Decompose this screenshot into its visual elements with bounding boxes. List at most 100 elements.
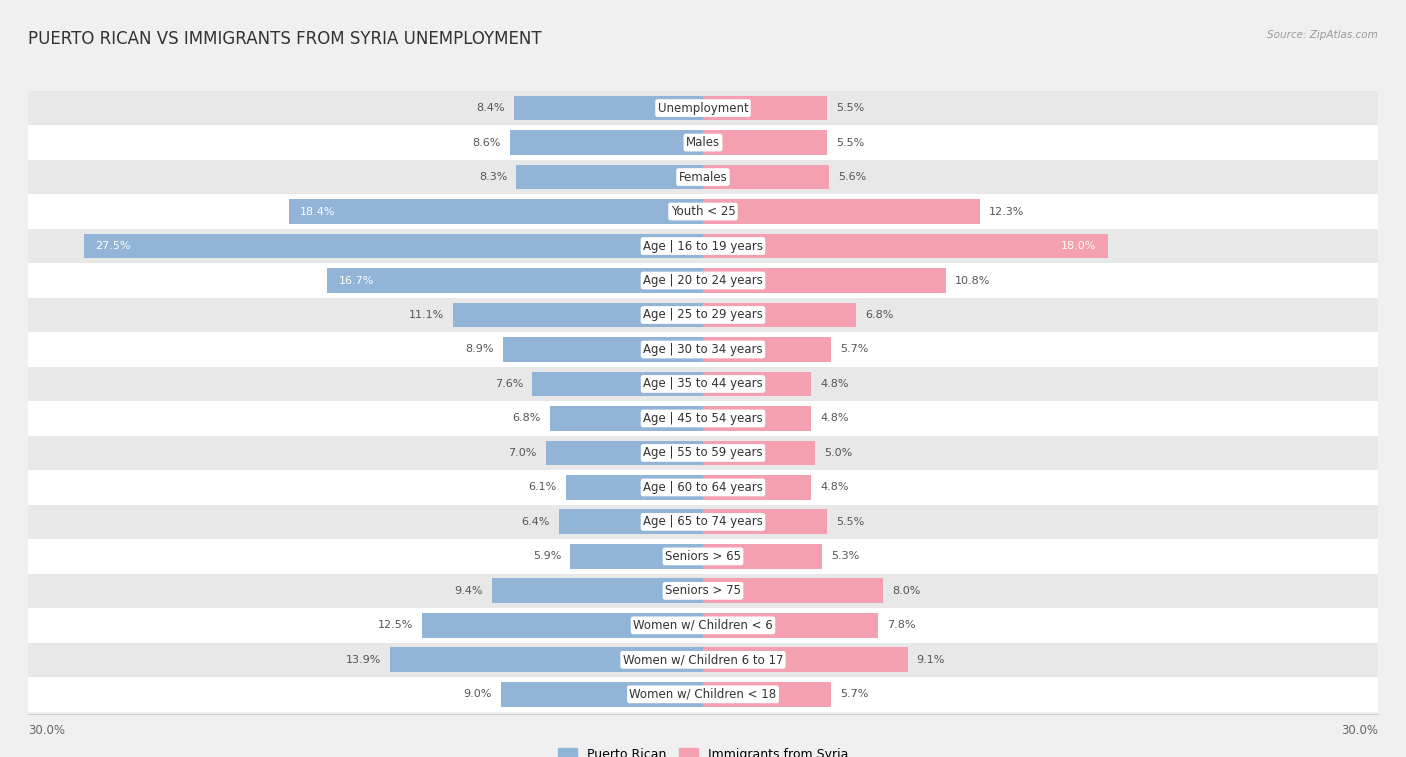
Bar	[28, 298, 1378, 332]
Bar	[28, 332, 1378, 366]
Bar	[28, 126, 1378, 160]
Text: Males: Males	[686, 136, 720, 149]
Text: Age | 35 to 44 years: Age | 35 to 44 years	[643, 378, 763, 391]
Text: 6.1%: 6.1%	[529, 482, 557, 492]
Text: 8.6%: 8.6%	[472, 138, 501, 148]
Text: 12.5%: 12.5%	[377, 621, 413, 631]
Bar	[703, 578, 883, 603]
Bar	[84, 234, 703, 258]
Text: PUERTO RICAN VS IMMIGRANTS FROM SYRIA UNEMPLOYMENT: PUERTO RICAN VS IMMIGRANTS FROM SYRIA UN…	[28, 30, 541, 48]
Text: 5.0%: 5.0%	[824, 448, 852, 458]
Text: Women w/ Children < 6: Women w/ Children < 6	[633, 619, 773, 632]
Text: 12.3%: 12.3%	[988, 207, 1024, 217]
Bar	[28, 366, 1378, 401]
Text: 5.3%: 5.3%	[831, 551, 859, 562]
Text: 8.4%: 8.4%	[477, 103, 505, 113]
Bar	[703, 164, 830, 189]
Bar	[453, 303, 703, 328]
Text: 6.8%: 6.8%	[513, 413, 541, 423]
Bar	[28, 91, 1378, 126]
Bar	[422, 613, 703, 638]
Bar	[503, 337, 703, 362]
Text: Unemployment: Unemployment	[658, 101, 748, 114]
Bar	[703, 234, 1108, 258]
Text: 5.7%: 5.7%	[841, 690, 869, 699]
Bar	[516, 164, 703, 189]
Text: 9.4%: 9.4%	[454, 586, 482, 596]
Text: Age | 30 to 34 years: Age | 30 to 34 years	[643, 343, 763, 356]
Text: 4.8%: 4.8%	[820, 482, 848, 492]
Text: 30.0%: 30.0%	[28, 724, 65, 737]
Text: Age | 25 to 29 years: Age | 25 to 29 years	[643, 309, 763, 322]
Text: 5.5%: 5.5%	[835, 103, 863, 113]
Text: 5.9%: 5.9%	[533, 551, 561, 562]
Text: 8.0%: 8.0%	[891, 586, 921, 596]
Bar	[703, 475, 811, 500]
Bar	[703, 130, 827, 155]
Text: 30.0%: 30.0%	[1341, 724, 1378, 737]
Text: 4.8%: 4.8%	[820, 413, 848, 423]
Bar	[560, 509, 703, 534]
Bar	[703, 682, 831, 707]
Bar	[703, 337, 831, 362]
Bar	[703, 303, 856, 328]
Text: 5.5%: 5.5%	[835, 138, 863, 148]
Text: 8.9%: 8.9%	[465, 344, 494, 354]
Bar	[515, 95, 703, 120]
Bar	[391, 647, 703, 672]
Bar	[28, 643, 1378, 677]
Bar	[546, 441, 703, 466]
Bar	[531, 372, 703, 397]
Text: Source: ZipAtlas.com: Source: ZipAtlas.com	[1267, 30, 1378, 40]
Bar	[28, 539, 1378, 574]
Bar	[28, 263, 1378, 298]
Bar	[28, 608, 1378, 643]
Text: 13.9%: 13.9%	[346, 655, 381, 665]
Text: Age | 60 to 64 years: Age | 60 to 64 years	[643, 481, 763, 494]
Text: Seniors > 65: Seniors > 65	[665, 550, 741, 563]
Bar	[703, 509, 827, 534]
Text: 6.8%: 6.8%	[865, 310, 893, 320]
Text: Seniors > 75: Seniors > 75	[665, 584, 741, 597]
Text: Females: Females	[679, 170, 727, 183]
Text: 6.4%: 6.4%	[522, 517, 550, 527]
Bar	[703, 268, 946, 293]
Bar	[703, 406, 811, 431]
Text: 5.6%: 5.6%	[838, 172, 866, 182]
Text: Age | 55 to 59 years: Age | 55 to 59 years	[643, 447, 763, 459]
Text: 7.0%: 7.0%	[508, 448, 537, 458]
Bar	[28, 229, 1378, 263]
Text: 8.3%: 8.3%	[479, 172, 508, 182]
Legend: Puerto Rican, Immigrants from Syria: Puerto Rican, Immigrants from Syria	[553, 743, 853, 757]
Bar	[703, 372, 811, 397]
Bar	[28, 401, 1378, 436]
Text: Age | 16 to 19 years: Age | 16 to 19 years	[643, 239, 763, 253]
Bar	[703, 544, 823, 569]
Bar	[28, 505, 1378, 539]
Bar	[703, 647, 908, 672]
Text: Women w/ Children 6 to 17: Women w/ Children 6 to 17	[623, 653, 783, 666]
Bar	[509, 130, 703, 155]
Bar	[28, 470, 1378, 505]
Bar	[571, 544, 703, 569]
Text: Age | 45 to 54 years: Age | 45 to 54 years	[643, 412, 763, 425]
Text: 7.8%: 7.8%	[887, 621, 915, 631]
Text: 18.4%: 18.4%	[301, 207, 336, 217]
Bar	[328, 268, 703, 293]
Bar	[28, 195, 1378, 229]
Text: Age | 20 to 24 years: Age | 20 to 24 years	[643, 274, 763, 287]
Bar	[703, 95, 827, 120]
Bar	[703, 613, 879, 638]
Text: 16.7%: 16.7%	[339, 276, 374, 285]
Text: 5.7%: 5.7%	[841, 344, 869, 354]
Text: 27.5%: 27.5%	[96, 241, 131, 251]
Bar	[290, 199, 703, 224]
Text: 4.8%: 4.8%	[820, 379, 848, 389]
Text: 11.1%: 11.1%	[409, 310, 444, 320]
Bar	[492, 578, 703, 603]
Text: 9.0%: 9.0%	[463, 690, 492, 699]
Bar	[28, 574, 1378, 608]
Text: 7.6%: 7.6%	[495, 379, 523, 389]
Text: Age | 65 to 74 years: Age | 65 to 74 years	[643, 516, 763, 528]
Text: 9.1%: 9.1%	[917, 655, 945, 665]
